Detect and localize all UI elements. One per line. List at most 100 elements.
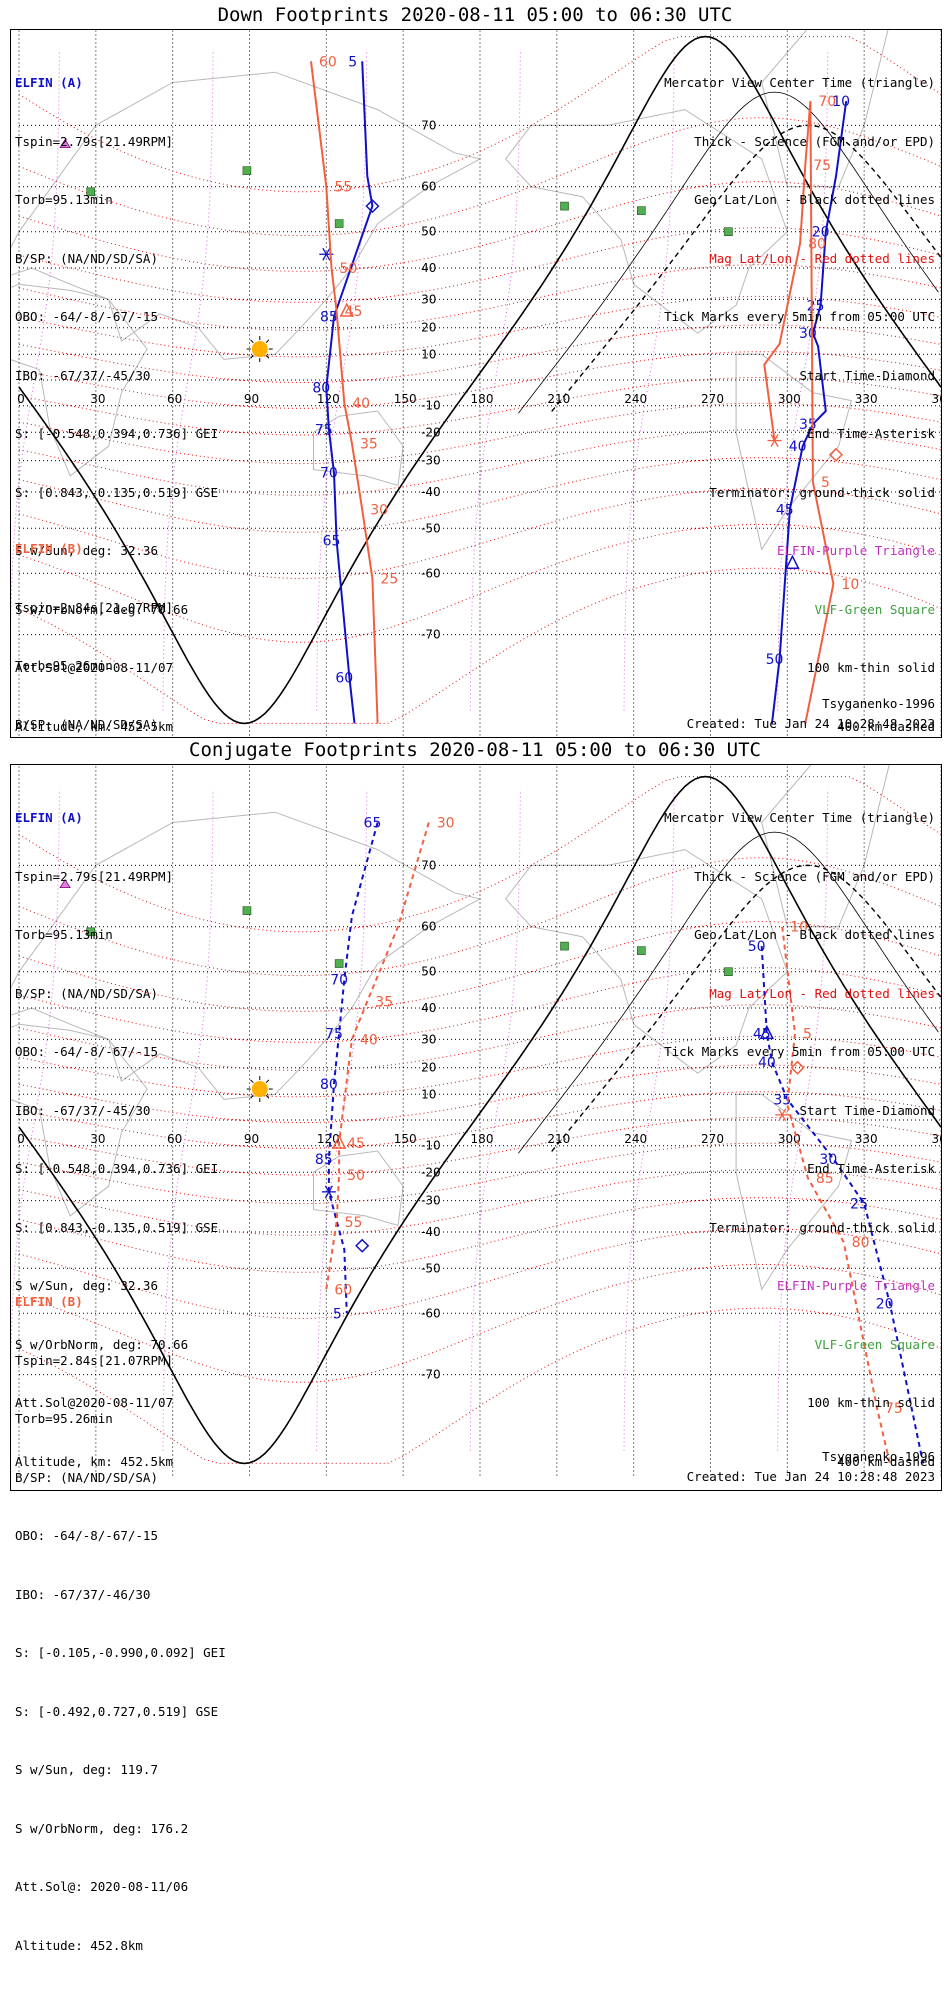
tick-label: 55 xyxy=(345,1215,363,1231)
lat-tick-label: -50 xyxy=(421,521,441,535)
down-panel-title: Down Footprints 2020-08-11 05:00 to 06:3… xyxy=(217,4,733,26)
elfin-a-att-sol: Att.Sol@2020-08-11/07 xyxy=(15,660,174,675)
mag-parallel xyxy=(18,1117,941,1176)
lat-tick-label: 70 xyxy=(421,118,436,132)
orbit-track xyxy=(763,101,835,724)
orbit-track xyxy=(310,61,379,724)
lon-tick-label: 270 xyxy=(701,1132,724,1146)
lat-tick-label: -10 xyxy=(421,1139,441,1153)
start-diamond xyxy=(790,1060,805,1075)
tick-label: 5 xyxy=(803,1026,812,1042)
elfin-b-tspin: Tspin=2.84s[21.07RPM] xyxy=(15,1352,174,1368)
elfin-a-altitude: Altitude, km: 452.5km xyxy=(15,1453,174,1469)
mag-parallel xyxy=(18,402,941,465)
continent-outline xyxy=(504,849,788,1074)
center-triangle xyxy=(331,1134,347,1149)
elfin-b-bsp: B/SP: (NA/ND/SD/SA) xyxy=(15,1469,158,1485)
tick-label: 85 xyxy=(816,1171,834,1187)
continent-outline xyxy=(11,283,148,477)
tick-label: 70 xyxy=(818,94,836,110)
elfin-a-s-gse: S: [0.843,-0.135,0.519] GSE xyxy=(15,1219,219,1235)
mag-meridian xyxy=(11,49,60,627)
elfin-a-torb: Torb=95.13min xyxy=(15,192,113,207)
mag-parallel xyxy=(18,488,941,579)
elfin-a-bsp: B/SP: (NA/ND/SD/SA) xyxy=(15,985,158,1001)
lon-tick-label: 90 xyxy=(244,392,259,406)
sun-ray xyxy=(250,1079,254,1084)
lon-tick-label: 330 xyxy=(855,392,878,406)
legend-item: Start Time-Diamond xyxy=(799,367,935,383)
lat-tick-label: -50 xyxy=(421,1261,441,1275)
lon-tick-label: 210 xyxy=(547,1132,570,1146)
legend-item: 100 km-thin solid xyxy=(807,660,935,675)
sun-ray xyxy=(265,355,270,359)
conjugate-footprints-chart: 0306090120150180210240270300330360706050… xyxy=(11,765,941,1478)
orbit-track xyxy=(325,822,430,1290)
legend-item: Terminator: ground-thick solid xyxy=(709,1219,935,1235)
vlf-square xyxy=(560,941,569,951)
sun-ray xyxy=(265,1095,270,1099)
mag-parallel xyxy=(18,967,941,1043)
tick-label: 60 xyxy=(319,54,337,70)
tick-label: 20 xyxy=(876,1296,894,1312)
elfin-a-ibo: IBO: -67/37/-45/30 xyxy=(15,1102,151,1118)
mag-meridian xyxy=(11,789,60,1367)
tick-label: 35 xyxy=(360,436,378,452)
sun-icon xyxy=(251,341,268,358)
lat-tick-label: -10 xyxy=(421,399,441,413)
mag-parallel xyxy=(18,1263,941,1383)
tick-label: 45 xyxy=(347,1136,365,1152)
legend-item: 100 km-thin solid xyxy=(807,1395,935,1410)
tick-label: 30 xyxy=(370,502,388,518)
elfin-a-s-orbnorm: S w/OrbNorm, deg: 70.66 xyxy=(15,601,189,617)
tick-label: 75 xyxy=(315,423,333,439)
lat-tick-label: 60 xyxy=(421,920,436,934)
lon-tick-label: 30 xyxy=(90,1132,105,1146)
tick-label: 75 xyxy=(885,1401,903,1417)
elfin-a-s-gei: S: [-0.548,0.394,0.736] GEI xyxy=(15,1161,219,1176)
tick-label: 60 xyxy=(334,1282,352,1298)
tick-label: 40 xyxy=(789,439,807,455)
center-triangle xyxy=(785,554,800,570)
vlf-square xyxy=(86,187,96,197)
mag-parallel xyxy=(18,776,941,933)
lon-tick-label: 90 xyxy=(244,1132,259,1146)
lon-tick-label: 180 xyxy=(471,392,494,406)
legend-item: Tick Marks every 5min from 05:00 UTC xyxy=(664,309,935,324)
elfin-b-tspin: Tspin=2.84s[21.07RPM] xyxy=(15,599,174,615)
legend-item: 400 km-dashed xyxy=(837,718,935,734)
mag-parallel xyxy=(18,1004,941,1071)
start-diamond xyxy=(828,447,844,462)
legend-item: Geo Lat/Lon - Black dotted lines xyxy=(694,192,935,207)
created-timestamp: Created: Tue Jan 24 10:28:48 2023 xyxy=(686,1469,935,1484)
terminator-400km xyxy=(551,864,941,1152)
lon-tick-label: 150 xyxy=(394,392,417,406)
tick-label: 70 xyxy=(320,466,338,482)
lat-tick-label: 20 xyxy=(421,1061,436,1075)
lon-tick-label: 240 xyxy=(624,1132,647,1146)
elfin-a-title: ELFIN (A) xyxy=(15,810,83,825)
legend-item: Geo Lat/Lon - Black dotted lines xyxy=(694,927,935,942)
elfin-b-s-orbnorm: S w/OrbNorm, deg: 176.2 xyxy=(15,1820,189,1836)
elfin-a-info: ELFIN (A) Tspin=2.79s[21.49RPM] Torb=95.… xyxy=(15,34,218,775)
sun-ray xyxy=(250,1095,254,1099)
tick-label: 25 xyxy=(380,571,398,587)
elfin-a-title: ELFIN (A) xyxy=(15,75,83,90)
continent-outline xyxy=(313,410,404,487)
tick-label: 80 xyxy=(808,236,826,252)
mag-parallel xyxy=(18,295,941,358)
elfin-a-torb: Torb=95.13min xyxy=(15,927,113,942)
mag-parallel xyxy=(18,227,941,303)
continent-outline xyxy=(761,30,889,188)
lat-tick-label: 10 xyxy=(421,1087,436,1101)
legend-item: ELFIN-Purple Triangle xyxy=(776,1278,935,1293)
lon-tick-label: 330 xyxy=(855,1132,878,1146)
tick-label: 45 xyxy=(776,502,794,518)
lat-tick-label: -30 xyxy=(421,454,441,468)
elfin-a-s-orbnorm: S w/OrbNorm, deg: 70.66 xyxy=(15,1336,189,1352)
lat-tick-label: 30 xyxy=(421,1032,436,1046)
tick-label: 75 xyxy=(813,158,831,174)
elfin-a-s-sun: S w/Sun, deg: 32.36 xyxy=(15,1278,158,1293)
legend-item: Mag Lat/Lon - Red dotted lines xyxy=(709,250,935,266)
lat-tick-label: -40 xyxy=(421,485,441,499)
